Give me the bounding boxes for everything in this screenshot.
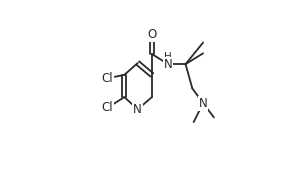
Text: H: H bbox=[164, 52, 172, 62]
Text: O: O bbox=[147, 28, 156, 41]
Text: Cl: Cl bbox=[102, 72, 113, 85]
Text: N: N bbox=[199, 97, 208, 110]
Text: Cl: Cl bbox=[102, 102, 113, 114]
Text: N: N bbox=[164, 58, 173, 71]
Text: N: N bbox=[133, 103, 142, 116]
